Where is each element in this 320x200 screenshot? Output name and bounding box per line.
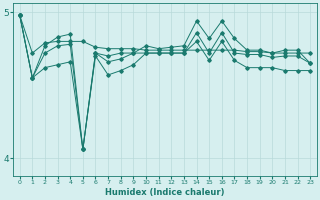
- X-axis label: Humidex (Indice chaleur): Humidex (Indice chaleur): [105, 188, 225, 197]
